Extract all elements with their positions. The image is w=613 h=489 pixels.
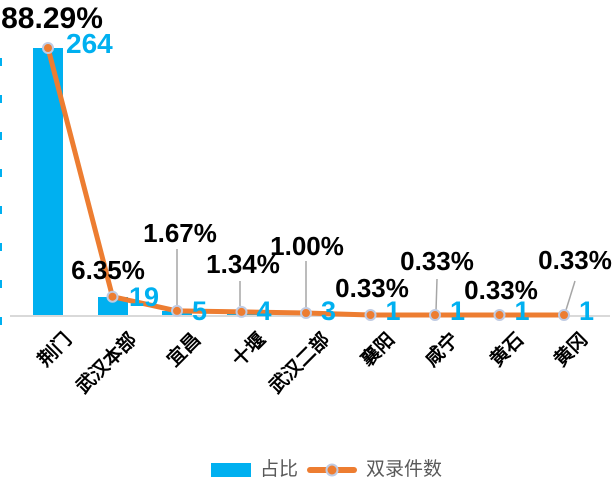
percent-label: 1.67% [143,218,217,248]
percent-label: 1.00% [270,231,344,261]
legend: 占比 双录件数 [0,459,613,482]
line-marker [429,309,441,321]
legend-label-bar-series: 占比 [259,459,298,480]
line-marker [42,42,54,54]
count-label: 1 [579,296,595,326]
axis-remnant-tick [0,169,2,177]
count-label: 1 [450,296,466,326]
line-marker [106,290,119,303]
legend-line-swatch-icon [307,463,357,477]
legend-line-marker-icon [325,463,339,477]
axis-remnant-tick [0,317,2,325]
leader-line [435,278,438,312]
count-label: 19 [129,282,160,312]
percent-label: 1.34% [206,249,280,279]
line-marker [493,309,506,321]
count-label: 1 [385,296,401,326]
percent-label: 0.33% [464,275,538,305]
percent-label: 0.33% [335,273,409,303]
line-marker [235,305,248,318]
line-marker [171,304,183,317]
axis-remnant-tick [0,132,2,140]
line-marker [558,309,570,321]
percent-label: 0.33% [400,246,474,276]
count-label: 1 [514,296,530,326]
percent-label: 88.29% [1,2,103,35]
count-label: 5 [192,296,208,326]
bar [97,297,128,316]
axis-remnant-tick [0,243,2,251]
count-label: 264 [66,28,113,59]
count-label: 3 [321,296,337,326]
axis-remnant-tick [0,280,2,288]
axis-remnant-tick [0,95,2,103]
line-marker [364,309,377,321]
leader-line [565,280,576,311]
legend-label-line-series: 双录件数 [366,459,443,480]
axis-remnant-tick [0,58,2,66]
line-marker [300,307,312,319]
percent-label: 0.33% [538,245,612,275]
count-label: 4 [256,296,272,326]
legend-bar-swatch-icon [210,463,251,478]
percent-label: 6.35% [71,255,145,285]
axis-remnant-tick [0,206,2,214]
